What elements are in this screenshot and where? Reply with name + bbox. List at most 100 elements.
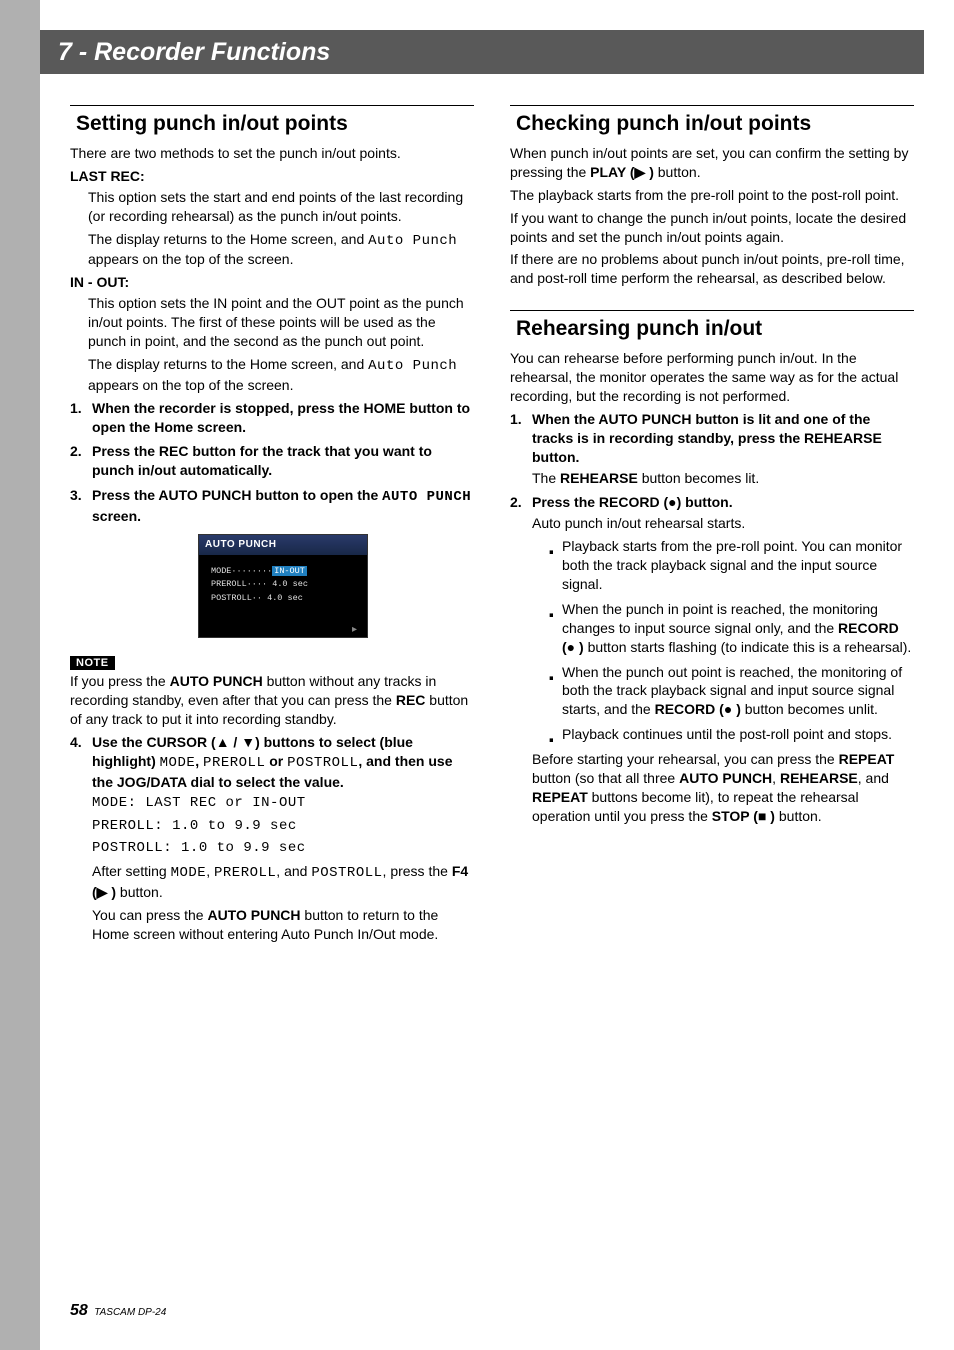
- heading-rehearse: Rehearsing punch in/out: [510, 317, 914, 341]
- reh-p1: You can rehearse before performing punch…: [510, 349, 914, 406]
- reh-step-1: When the AUTO PUNCH button is lit and on…: [510, 410, 914, 488]
- step-1: When the recorder is stopped, press the …: [70, 399, 474, 437]
- text: The display returns to the Home screen, …: [88, 356, 368, 372]
- bold: REC: [396, 692, 426, 708]
- left-column: Setting punch in/out points There are tw…: [70, 105, 474, 950]
- rehearse-steps: When the AUTO PUNCH button is lit and on…: [510, 410, 914, 826]
- text: or: [217, 795, 253, 811]
- return-text: You can press the AUTO PUNCH button to r…: [92, 906, 474, 944]
- screenshot-footer: [199, 627, 367, 637]
- text: , and: [276, 863, 311, 879]
- label: MODE········: [211, 566, 272, 576]
- page-content: Setting punch in/out points There are tw…: [70, 105, 914, 950]
- bold: AUTO PUNCH: [170, 673, 263, 689]
- text: button becomes lit.: [638, 470, 759, 486]
- play-icon: ▶: [635, 164, 646, 180]
- steps-list-cont: Use the CURSOR (▲ / ▼) buttons to select…: [70, 733, 474, 944]
- bold: REHEARSE: [780, 770, 858, 786]
- screenshot-row: PREROLL···· 4.0 sec: [211, 578, 355, 592]
- model-name: TASCAM DP-24: [94, 1307, 166, 1318]
- mono-text: Auto Punch: [368, 233, 457, 249]
- mono-text: MODE: [160, 755, 196, 771]
- reh-s2-body: Auto punch in/out rehearsal starts.: [532, 514, 914, 533]
- text: STOP (: [712, 808, 758, 824]
- opt-mode: MODE: LAST REC or IN-OUT: [92, 794, 474, 813]
- auto-punch-screenshot: AUTO PUNCH MODE········IN-OUT PREROLL···…: [198, 534, 368, 638]
- mono-text: PREROLL: [214, 865, 276, 881]
- lastrec-p2: The display returns to the Home screen, …: [70, 230, 474, 270]
- text: The display returns to the Home screen, …: [88, 231, 368, 247]
- section-rule: [510, 310, 914, 311]
- text: MODE: LAST REC: [92, 795, 217, 811]
- bold: REHEARSE: [560, 470, 638, 486]
- page-left-margin: [0, 0, 40, 1350]
- section-rule: [70, 105, 474, 106]
- text: 9.9 sec: [234, 818, 296, 834]
- section-rule: [510, 105, 914, 106]
- chapter-header: 7 - Recorder Functions: [40, 30, 924, 74]
- mono-text: MODE: [171, 865, 207, 881]
- text: The: [532, 470, 560, 486]
- mono-text: POSTROLL: [287, 755, 358, 771]
- text: to: [199, 818, 235, 834]
- text: 9.9 sec: [243, 840, 305, 856]
- text: or: [265, 753, 287, 769]
- text: button (so that all three: [532, 770, 679, 786]
- text: ): [766, 808, 775, 824]
- text: button.: [654, 164, 701, 180]
- bold: REPEAT: [532, 789, 588, 805]
- text: You can press the: [92, 907, 207, 923]
- heading-setting: Setting punch in/out points: [70, 112, 474, 136]
- text: , and: [858, 770, 889, 786]
- step-text: Press the REC button for the track that …: [92, 443, 432, 478]
- record-icon: ●: [567, 639, 575, 655]
- note-tag: NOTE: [70, 656, 115, 670]
- reh-s1-body: The REHEARSE button becomes lit.: [532, 469, 914, 488]
- bold: AUTO PUNCH: [207, 907, 300, 923]
- value: 4.0 sec: [267, 593, 303, 603]
- mono-text: Auto Punch: [368, 358, 457, 374]
- note-text: If you press the AUTO PUNCH button witho…: [70, 672, 474, 729]
- bold: REPEAT: [839, 751, 895, 767]
- bullet-3: When the punch out point is reached, the…: [548, 663, 914, 720]
- value: 4.0 sec: [272, 579, 308, 589]
- play-icon: ▶: [97, 884, 108, 900]
- text: PREROLL: 1.0: [92, 818, 199, 834]
- rehearse-bullets: Playback starts from the pre-roll point.…: [532, 537, 914, 744]
- check-p2: The playback starts from the pre-roll po…: [510, 186, 914, 205]
- bold: AUTO PUNCH: [679, 770, 772, 786]
- up-icon: ▲: [216, 734, 230, 750]
- step-4: Use the CURSOR (▲ / ▼) buttons to select…: [70, 733, 474, 944]
- inout-p2: The display returns to the Home screen, …: [70, 355, 474, 395]
- text: /: [230, 734, 242, 750]
- text: to: [208, 840, 244, 856]
- text: POSTROLL: 1.0: [92, 840, 208, 856]
- opt-preroll: PREROLL: 1.0 to 9.9 sec: [92, 817, 474, 836]
- step-2: Press the REC button for the track that …: [70, 442, 474, 480]
- bullet-2: When the punch in point is reached, the …: [548, 600, 914, 657]
- opt-postroll: POSTROLL: 1.0 to 9.9 sec: [92, 839, 474, 858]
- text: ) button.: [677, 494, 733, 510]
- check-p4: If there are no problems about punch in/…: [510, 250, 914, 288]
- value: IN-OUT: [272, 566, 307, 576]
- down-icon: ▼: [241, 734, 255, 750]
- intro-text: There are two methods to set the punch i…: [70, 144, 474, 163]
- bullet-4: Playback continues until the post-roll p…: [548, 725, 914, 744]
- reh-after: Before starting your rehearsal, you can …: [532, 750, 914, 826]
- text: button becomes unlit.: [741, 701, 878, 717]
- lastrec-head: LAST REC:: [70, 167, 474, 186]
- screenshot-title: AUTO PUNCH: [199, 535, 367, 555]
- inout-head: IN - OUT:: [70, 273, 474, 292]
- text: When the punch in point is reached, the …: [562, 601, 878, 636]
- text: PLAY (: [590, 164, 634, 180]
- text: , press the: [383, 863, 452, 879]
- text: appears on the top of the screen.: [88, 251, 293, 267]
- record-icon: ●: [724, 701, 732, 717]
- steps-list: When the recorder is stopped, press the …: [70, 399, 474, 639]
- chapter-title: 7 - Recorder Functions: [58, 38, 330, 67]
- page-footer: 58 TASCAM DP-24: [70, 1302, 166, 1320]
- mono-text: POSTROLL: [311, 865, 382, 881]
- inout-p1: This option sets the IN point and the OU…: [70, 294, 474, 351]
- text: button.: [116, 884, 163, 900]
- text: RECORD (: [655, 701, 724, 717]
